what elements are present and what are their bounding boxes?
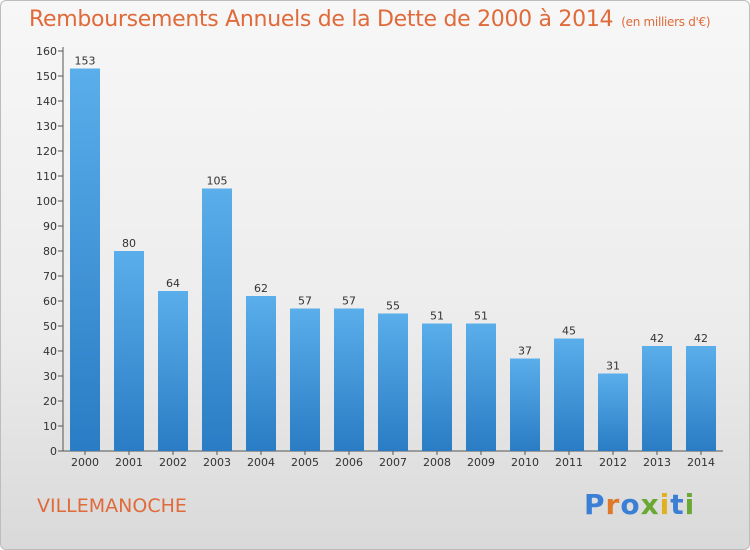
x-tick-label-2001: 2001 — [115, 456, 143, 469]
bar-2006 — [334, 308, 364, 451]
x-tick-label-2006: 2006 — [335, 456, 363, 469]
y-tick-label: 20 — [43, 395, 57, 408]
bar-2000 — [70, 68, 100, 451]
bar-2005 — [290, 308, 320, 451]
bar-2013 — [642, 346, 672, 451]
data-label-2012: 31 — [606, 360, 620, 373]
chart-title: Remboursements Annuels de la Dette de 20… — [29, 7, 711, 32]
y-tick-label: 0 — [50, 445, 57, 458]
chart-axes: 0 10 20 30 40 50 60 70 80 90 100 110 120 130 140 150 160… — [36, 45, 723, 469]
bar-2008 — [422, 323, 452, 451]
bar-2002 — [158, 291, 188, 451]
chart-bars — [70, 68, 716, 451]
bar-2009 — [466, 323, 496, 451]
logo-letter: o — [620, 488, 641, 521]
data-label-2005: 57 — [298, 295, 312, 308]
x-tick-label-2012: 2012 — [599, 456, 627, 469]
y-tick-label: 50 — [43, 320, 57, 333]
y-tick-label: 140 — [36, 95, 57, 108]
proxiti-logo[interactable]: Proxiti — [584, 488, 695, 521]
x-tick-label-2002: 2002 — [159, 456, 187, 469]
x-tick-label-2007: 2007 — [379, 456, 407, 469]
place-name: VILLEMANOCHE — [37, 495, 187, 517]
y-tick-label: 110 — [36, 170, 57, 183]
y-tick-label: 100 — [36, 195, 57, 208]
x-tick-label-2014: 2014 — [687, 456, 715, 469]
data-label-2002: 64 — [166, 277, 180, 290]
bar-2007 — [378, 313, 408, 451]
data-label-2006: 57 — [342, 295, 356, 308]
x-tick-label-2005: 2005 — [291, 456, 319, 469]
y-tick-label: 40 — [43, 345, 57, 358]
y-tick-label: 70 — [43, 270, 57, 283]
chart-data-labels: 153 80 64 105 62 57 57 55 51 51 37 45 31 42 42 — [75, 55, 709, 373]
logo-letter: i — [684, 488, 696, 521]
logo-letter: r — [605, 488, 621, 521]
data-label-2009: 51 — [474, 310, 488, 323]
data-label-2000: 153 — [75, 55, 96, 68]
x-tick-label-2008: 2008 — [423, 456, 451, 469]
y-tick-label: 160 — [36, 45, 57, 58]
logo-letter: t — [670, 488, 685, 521]
data-label-2008: 51 — [430, 310, 444, 323]
bar-2014 — [686, 346, 716, 451]
data-label-2013: 42 — [650, 332, 664, 345]
chart-subtitle: (en milliers d'€) — [621, 15, 711, 29]
y-tick-label: 120 — [36, 145, 57, 158]
x-tick-label-2009: 2009 — [467, 456, 495, 469]
chart-title-text: Remboursements Annuels de la Dette de 20… — [29, 7, 614, 32]
y-tick-label: 130 — [36, 120, 57, 133]
y-tick-label: 80 — [43, 245, 57, 258]
y-tick-label: 10 — [43, 420, 57, 433]
logo-letter: P — [584, 488, 606, 521]
bar-2012 — [598, 373, 628, 451]
bar-2004 — [246, 296, 276, 451]
x-tick-label-2003: 2003 — [203, 456, 231, 469]
x-tick-label-2000: 2000 — [71, 456, 99, 469]
y-tick-label: 30 — [43, 370, 57, 383]
bar-2001 — [114, 251, 144, 451]
y-tick-label: 90 — [43, 220, 57, 233]
data-label-2004: 62 — [254, 282, 268, 295]
data-label-2007: 55 — [386, 300, 400, 313]
logo-letter: i — [659, 488, 671, 521]
data-label-2011: 45 — [562, 325, 576, 338]
bar-2011 — [554, 338, 584, 451]
x-tick-label-2013: 2013 — [643, 456, 671, 469]
x-tick-label-2011: 2011 — [555, 456, 583, 469]
bar-2010 — [510, 358, 540, 451]
data-label-2014: 42 — [694, 332, 708, 345]
y-tick-label: 60 — [43, 295, 57, 308]
data-label-2001: 80 — [122, 237, 136, 250]
bar-2003 — [202, 188, 232, 451]
logo-letter: x — [640, 488, 660, 521]
x-tick-label-2004: 2004 — [247, 456, 275, 469]
data-label-2010: 37 — [518, 345, 532, 358]
y-tick-label: 150 — [36, 70, 57, 83]
x-tick-label-2010: 2010 — [511, 456, 539, 469]
data-label-2003: 105 — [207, 175, 228, 188]
